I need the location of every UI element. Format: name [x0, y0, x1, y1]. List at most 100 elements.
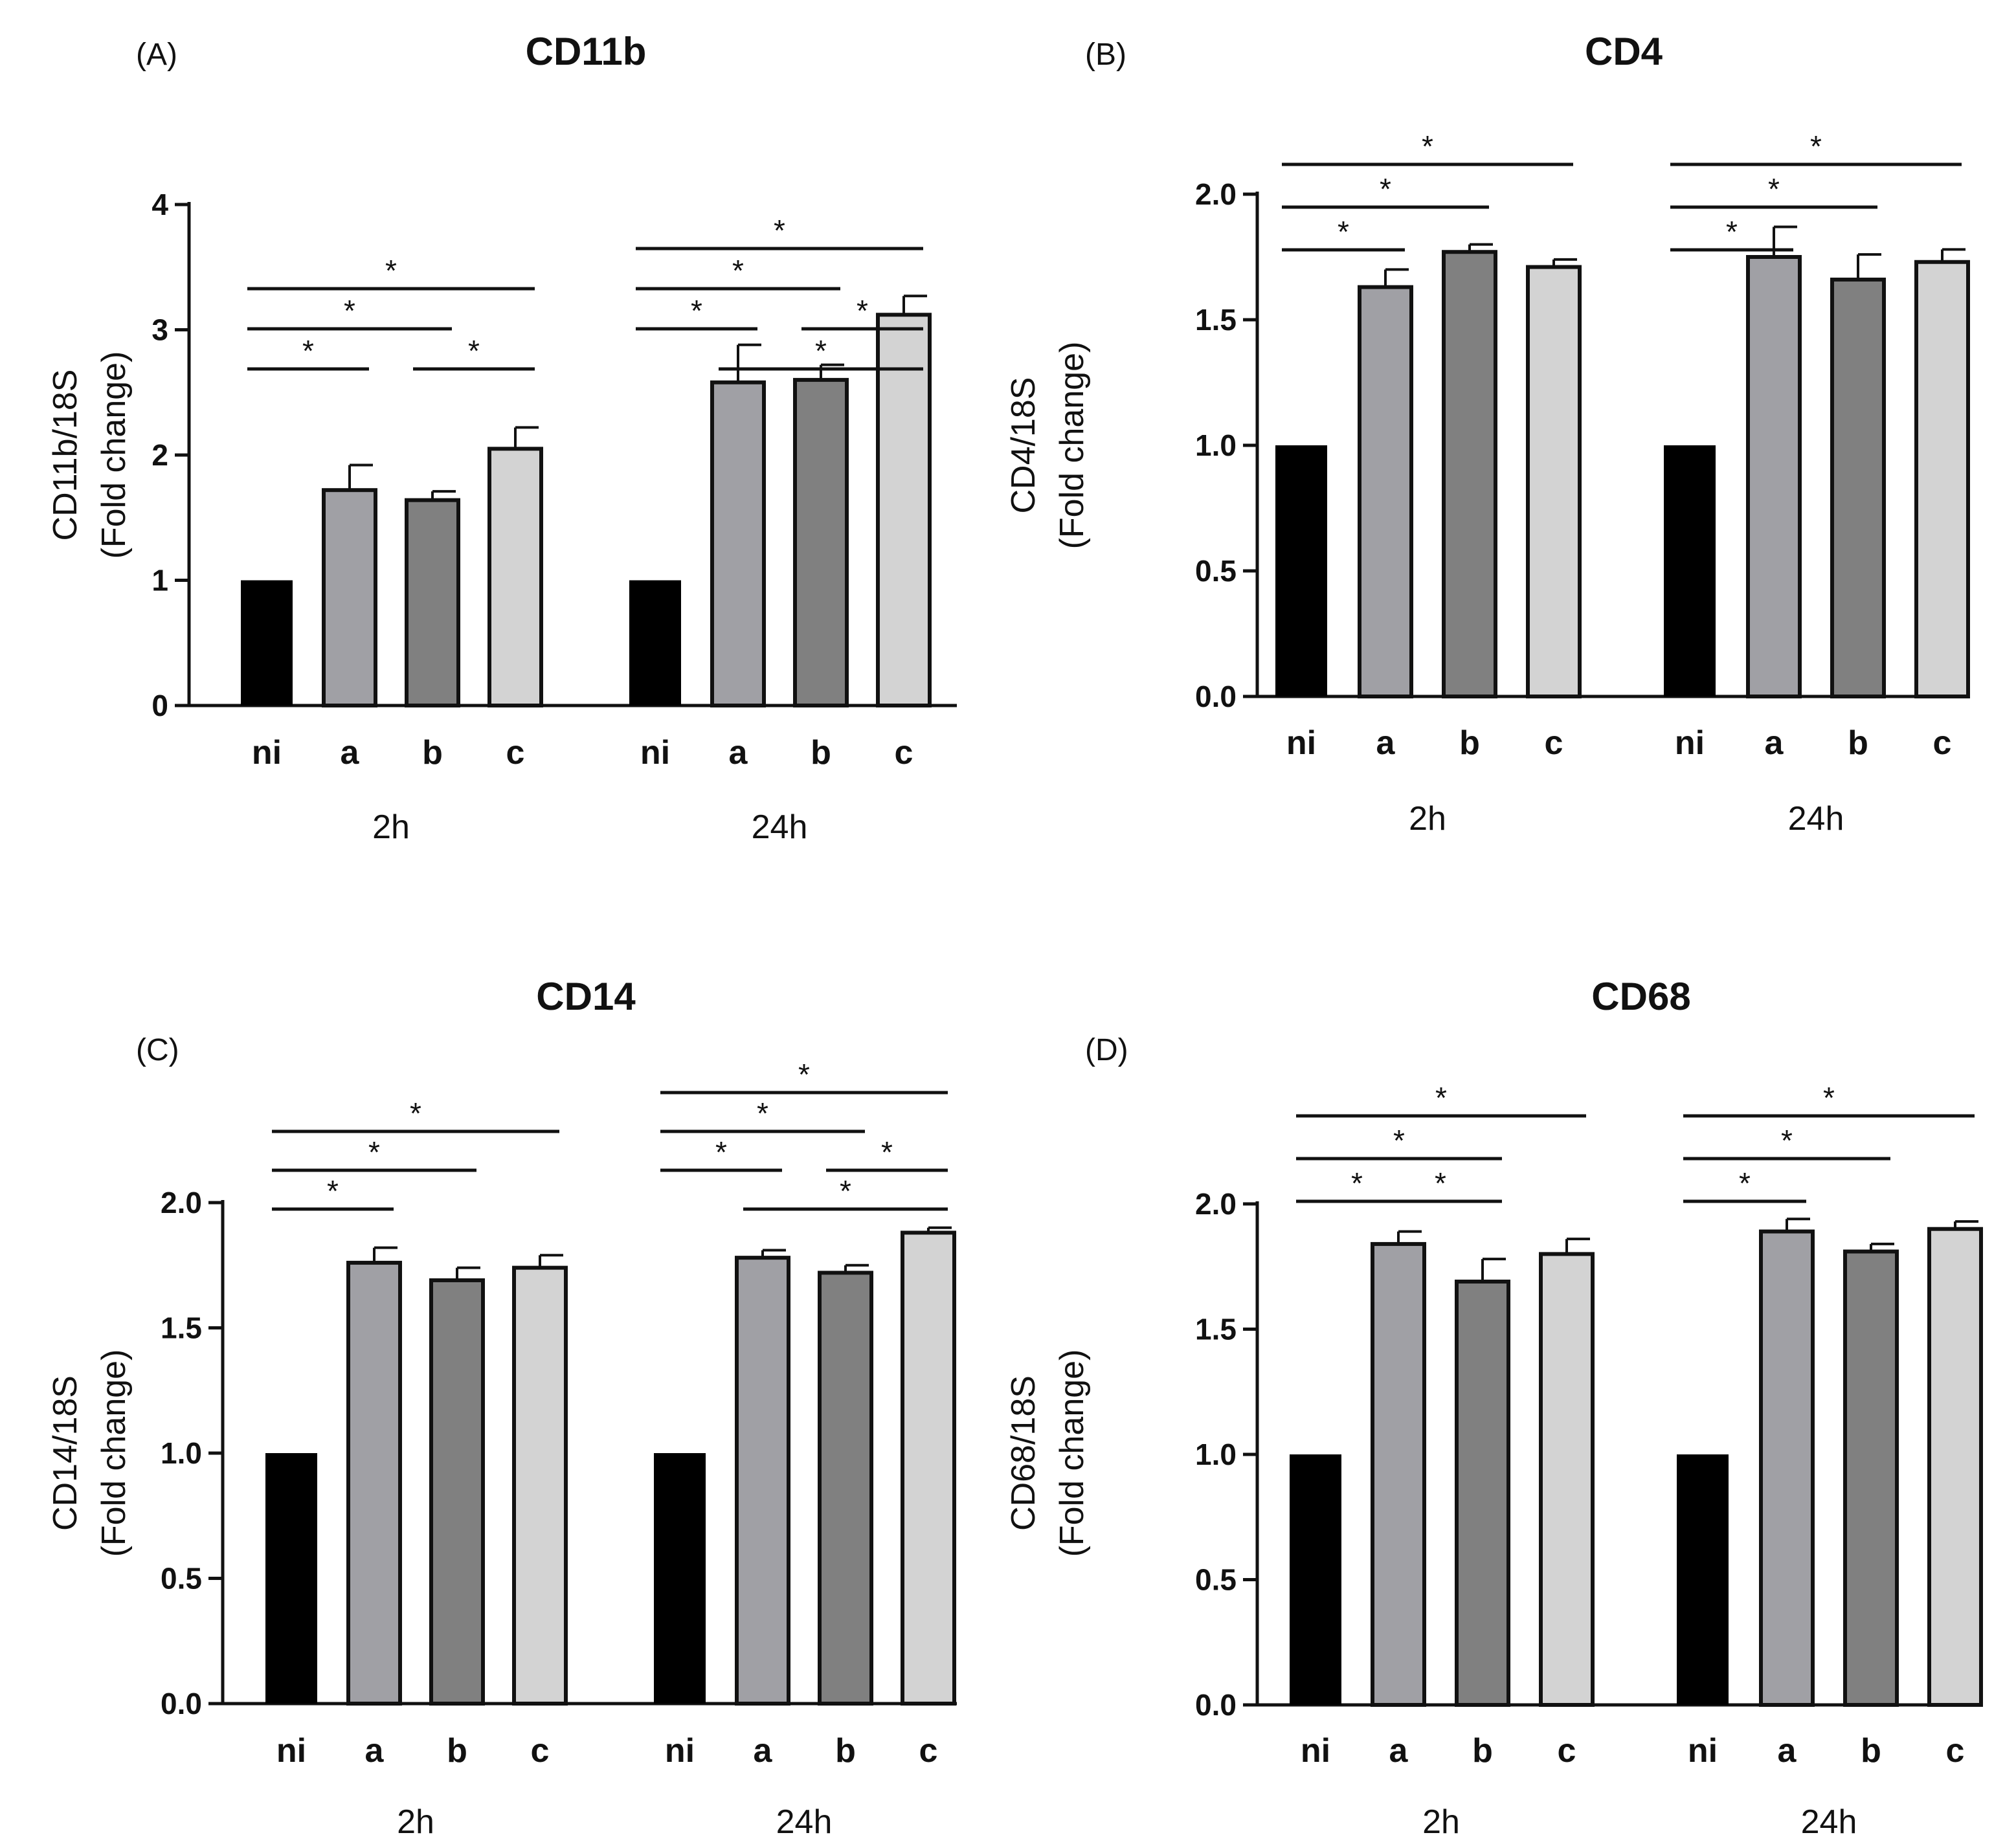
- panel-cd11b: (A) CD11b CD11b/18S (Fold change) 0 1 2 3 4 ni a b c…: [47, 30, 957, 846]
- bar-24h-ni: [1664, 445, 1716, 696]
- significance-star: *: [468, 334, 480, 368]
- significance-star: *: [1380, 172, 1391, 206]
- panel-cd68: (D) CD68 CD68/18S (Fold change) 0.0 0.5 1.0 1.5…: [1005, 975, 1983, 1841]
- x-tick-label: b: [1459, 724, 1480, 762]
- y-tick-label: 1.5: [1195, 1313, 1237, 1346]
- x-tick-label: b: [422, 734, 443, 772]
- panel-cd4: (B) CD4 CD4/18S (Fold change) 0.0 0.5 1.0 1.5 2.…: [1005, 30, 1970, 838]
- x-tick-label: b: [1848, 724, 1868, 762]
- panel-label: (D): [1085, 1033, 1128, 1067]
- x-tick-label: a: [1765, 724, 1784, 762]
- y-tick-label: 1.0: [1195, 1438, 1237, 1471]
- x-tick-label: b: [835, 1732, 856, 1770]
- x-tick-label: c: [1933, 724, 1952, 762]
- x-tick-label: ni: [252, 734, 282, 772]
- y-tick-label: 1.5: [1195, 303, 1237, 337]
- significance-star: *: [344, 294, 355, 328]
- x-tick-label: c: [506, 734, 525, 772]
- bar-2h-c: [1539, 1252, 1595, 1707]
- bar-24h-ni: [629, 580, 681, 706]
- y-axis-label: CD4/18S: [1005, 377, 1042, 514]
- bar-24h-b: [1843, 1249, 1899, 1707]
- bar-24h-ni: [1677, 1454, 1729, 1705]
- significance-star: *: [1393, 1124, 1405, 1157]
- significance-star: *: [1781, 1124, 1793, 1157]
- significance-star: *: [757, 1096, 768, 1130]
- group-label: 24h: [1801, 1803, 1857, 1841]
- bar-2h-ni: [265, 1453, 317, 1704]
- bar-24h-b: [793, 377, 849, 708]
- y-tick-label: 0.5: [1195, 1563, 1237, 1597]
- x-tick-label: c: [895, 734, 913, 772]
- y-tick-label: 2.0: [1195, 177, 1237, 211]
- significance-star: *: [302, 334, 314, 368]
- x-tick-label: a: [341, 734, 360, 772]
- x-tick-label: a: [1389, 1732, 1409, 1770]
- group-label: 24h: [776, 1803, 833, 1841]
- bar-24h-c: [876, 313, 932, 707]
- chart-title: CD14: [536, 975, 636, 1018]
- significance-star: *: [715, 1135, 727, 1169]
- x-tick-label: ni: [665, 1732, 695, 1770]
- group-label: 2h: [372, 808, 410, 846]
- bar-2h-ni: [1275, 445, 1327, 696]
- significance-star: *: [1435, 1166, 1446, 1200]
- significance-star: *: [798, 1058, 810, 1091]
- x-tick-label: ni: [1286, 724, 1316, 762]
- y-tick-label: 4: [151, 188, 168, 221]
- significance-star: *: [410, 1096, 421, 1130]
- bar-2h-ni: [1290, 1454, 1341, 1705]
- y-axis-label: CD68/18S: [1005, 1375, 1042, 1531]
- group-label: 24h: [1788, 800, 1844, 838]
- y-tick-label: 0: [151, 689, 168, 722]
- y-axis-label: (Fold change): [95, 1350, 133, 1557]
- y-tick-label: 0.5: [161, 1562, 202, 1596]
- y-tick-label: 2: [151, 438, 168, 472]
- bar-2h-c: [512, 1265, 568, 1706]
- bar-2h-c: [1526, 265, 1582, 698]
- y-tick-label: 1: [151, 564, 168, 597]
- significance-star: *: [1351, 1166, 1363, 1200]
- group-label: 2h: [397, 1803, 434, 1841]
- bar-2h-b: [429, 1278, 485, 1706]
- bar-24h-a: [1759, 1229, 1815, 1707]
- x-tick-label: c: [1558, 1732, 1576, 1770]
- y-tick-label: 1.0: [1195, 428, 1237, 462]
- y-axis-label: (Fold change): [95, 351, 133, 559]
- x-tick-label: c: [531, 1732, 550, 1770]
- y-tick-label: 0.5: [1195, 554, 1237, 588]
- y-tick-label: 2.0: [1195, 1187, 1237, 1221]
- significance-star: *: [1422, 129, 1433, 163]
- group-label: 2h: [1409, 800, 1446, 838]
- x-tick-label: a: [754, 1732, 773, 1770]
- bar-2h-c: [487, 447, 543, 707]
- panel-cd14: (C) CD14 CD14/18S (Fold change) 0.0 0.5 1.0 1.5…: [47, 975, 957, 1841]
- chart-title: CD4: [1585, 30, 1663, 73]
- bar-2h-ni: [241, 580, 293, 706]
- bar-2h-a: [1371, 1241, 1426, 1707]
- bar-2h-b: [1455, 1279, 1510, 1707]
- y-tick-label: 1.0: [161, 1436, 202, 1470]
- x-tick-label: b: [447, 1732, 467, 1770]
- significance-star: *: [881, 1135, 893, 1169]
- y-axis-label: CD14/18S: [47, 1375, 84, 1531]
- x-tick-label: ni: [640, 734, 670, 772]
- significance-star: *: [327, 1174, 339, 1208]
- x-tick-label: c: [919, 1732, 938, 1770]
- significance-star: *: [732, 254, 744, 287]
- x-tick-label: ni: [1675, 724, 1705, 762]
- chart-title: CD11b: [526, 30, 647, 73]
- y-tick-label: 0.0: [1195, 680, 1237, 713]
- x-tick-label: ni: [1688, 1732, 1718, 1770]
- x-tick-label: ni: [1301, 1732, 1330, 1770]
- bar-2h-a: [1358, 285, 1413, 698]
- bar-2h-b: [405, 498, 460, 707]
- bar-24h-b: [1830, 277, 1886, 699]
- significance-star: *: [368, 1135, 380, 1169]
- significance-star: *: [857, 294, 868, 328]
- x-tick-label: a: [365, 1732, 385, 1770]
- y-tick-label: 2.0: [161, 1186, 202, 1219]
- x-tick-label: a: [1778, 1732, 1797, 1770]
- x-tick-label: c: [1946, 1732, 1965, 1770]
- y-axis-label: CD11b/18S: [47, 370, 84, 541]
